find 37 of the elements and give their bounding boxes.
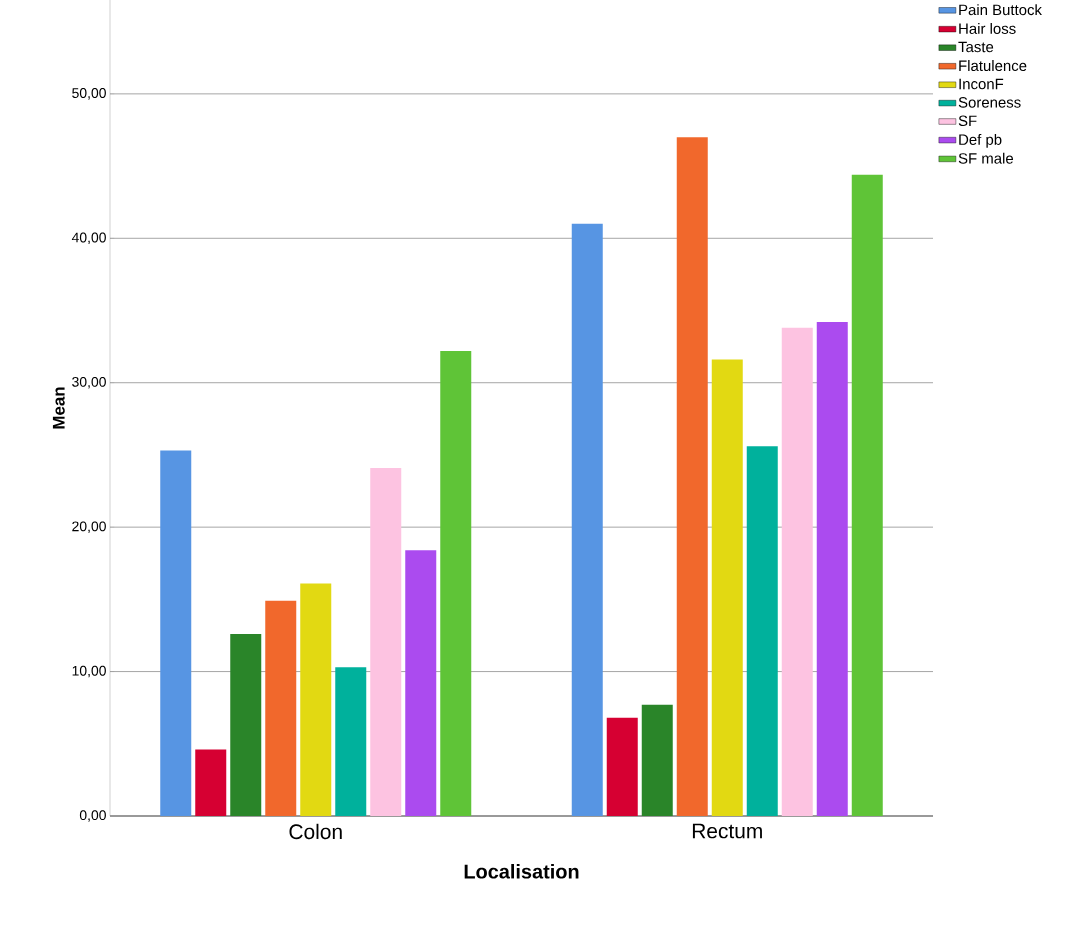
bar bbox=[195, 749, 227, 816]
bar bbox=[571, 223, 603, 816]
bar bbox=[300, 583, 332, 816]
bar bbox=[641, 704, 673, 816]
bar bbox=[711, 359, 743, 816]
legend-label: SF male bbox=[958, 152, 1014, 164]
bar bbox=[606, 717, 638, 816]
legend-label: Flatulence bbox=[959, 60, 1027, 72]
bar bbox=[230, 634, 262, 816]
bar bbox=[781, 327, 813, 816]
bar bbox=[746, 446, 778, 816]
legend-label: InconF bbox=[959, 78, 1004, 90]
y-tick-label: 20,00 bbox=[72, 521, 106, 533]
bar bbox=[370, 467, 402, 816]
bar bbox=[440, 350, 472, 816]
legend-label: SF bbox=[958, 115, 977, 127]
bar bbox=[160, 450, 192, 816]
y-tick-label: 40,00 bbox=[71, 232, 106, 245]
x-tick-label: Colon bbox=[289, 823, 342, 840]
x-axis-title: Localisation bbox=[464, 863, 579, 879]
bar bbox=[816, 322, 848, 816]
bar bbox=[851, 174, 883, 816]
legend-label: Pain Buttock bbox=[959, 4, 1042, 16]
legend-label: Def pb bbox=[959, 133, 1002, 148]
legend-label: Soreness bbox=[958, 97, 1021, 108]
y-axis-title: Mean bbox=[52, 387, 65, 429]
legend-label: Hair loss bbox=[959, 22, 1016, 34]
bar bbox=[405, 550, 437, 816]
y-tick-label: 0,00 bbox=[79, 810, 106, 822]
x-tick-label: Rectum bbox=[692, 823, 762, 839]
bar bbox=[335, 667, 367, 816]
y-tick-label: 30,00 bbox=[72, 376, 106, 389]
y-tick-label: 10,00 bbox=[72, 665, 106, 678]
bar bbox=[676, 137, 708, 816]
y-tick-label: 50,00 bbox=[72, 88, 106, 100]
bar bbox=[265, 600, 297, 816]
legend-label: Taste bbox=[958, 41, 994, 53]
